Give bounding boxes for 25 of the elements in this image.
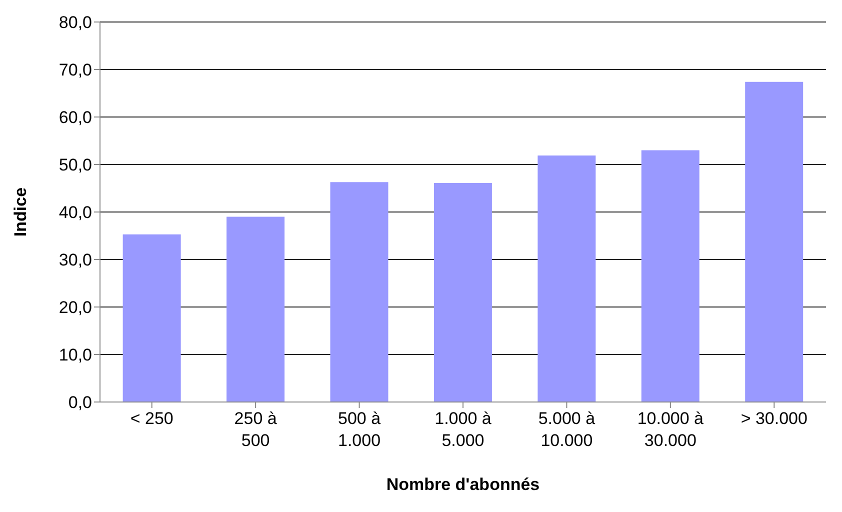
y-tick-label: 20,0 [58, 298, 92, 318]
bar [122, 234, 181, 402]
y-tick-label: 30,0 [58, 250, 92, 270]
x-tick-label: 1.000 à 5.000 [434, 409, 492, 450]
bar [745, 82, 804, 402]
y-tick-label: 0,0 [68, 393, 92, 412]
y-tick-label: 80,0 [58, 13, 92, 32]
bar [330, 182, 388, 402]
bar [434, 183, 492, 402]
x-tick-label: < 250 [130, 409, 174, 428]
x-tick-label: 10.000 à 30.000 [637, 409, 704, 450]
x-axis-title: Nombre d'abonnés [386, 475, 540, 494]
x-tick-label: > 30.000 [740, 409, 808, 428]
bar [226, 216, 285, 402]
bar [641, 150, 700, 402]
y-tick-label: 60,0 [58, 108, 92, 128]
y-axis-title: Indice [11, 187, 30, 237]
bar [538, 155, 596, 402]
x-tick-label: 5.000 à 10.000 [538, 409, 596, 450]
y-tick-label: 50,0 [58, 156, 92, 175]
y-tick-label: 10,0 [58, 346, 92, 365]
x-tick-label: 500 à 1.000 [338, 409, 382, 450]
y-tick-label: 40,0 [58, 203, 92, 222]
x-tick-label: 250 à 500 [234, 409, 278, 450]
y-tick-label: 70,0 [58, 60, 92, 80]
